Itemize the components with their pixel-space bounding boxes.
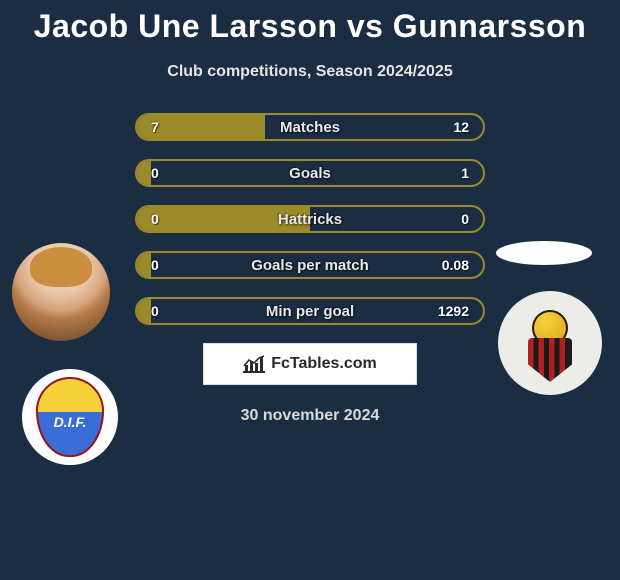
stat-fill — [137, 253, 151, 277]
stat-label: Min per goal — [266, 303, 354, 320]
stat-row: 0 Hattricks 0 — [135, 205, 485, 233]
left-club-badge-text: D.I.F. — [54, 414, 87, 430]
comparison-title: Jacob Une Larsson vs Gunnarsson — [0, 0, 620, 45]
stat-right-value: 0.08 — [442, 257, 469, 273]
stat-left-value: 0 — [151, 211, 159, 227]
player-left-club-badge: D.I.F. — [22, 369, 118, 465]
stat-left-value: 0 — [151, 303, 159, 319]
stat-row: 7 Matches 12 — [135, 113, 485, 141]
stat-right-value: 12 — [453, 119, 469, 135]
stat-row: 0 Goals 1 — [135, 159, 485, 187]
stat-row: 0 Min per goal 1292 — [135, 297, 485, 325]
stat-label: Goals per match — [251, 257, 369, 274]
brand-text: FcTables.com — [271, 355, 377, 373]
stat-left-value: 7 — [151, 119, 159, 135]
stat-label: Matches — [280, 119, 340, 136]
stat-right-value: 1 — [461, 165, 469, 181]
player-right-avatar — [496, 241, 592, 265]
chart-icon — [243, 355, 265, 373]
stat-label: Hattricks — [278, 211, 342, 228]
stats-area: D.I.F. 7Matches120Goals10Hattricks00Goal… — [0, 113, 620, 325]
stat-fill — [137, 161, 151, 185]
brand-box: FcTables.com — [203, 343, 417, 385]
player-right-club-badge — [498, 291, 602, 395]
stat-right-value: 0 — [461, 211, 469, 227]
stat-fill — [137, 299, 151, 323]
comparison-subtitle: Club competitions, Season 2024/2025 — [0, 63, 620, 81]
stat-row: 0 Goals per match 0.08 — [135, 251, 485, 279]
stat-left-value: 0 — [151, 165, 159, 181]
stat-label: Goals — [289, 165, 331, 182]
stat-left-value: 0 — [151, 257, 159, 273]
player-left-avatar — [12, 243, 110, 341]
stat-right-value: 1292 — [438, 303, 469, 319]
